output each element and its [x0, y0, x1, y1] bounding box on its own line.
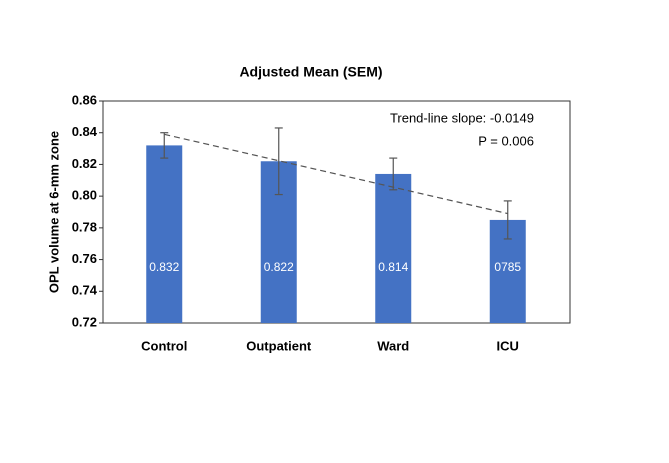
trend-line [164, 133, 508, 215]
plot-frame [102, 100, 571, 324]
value-label: 0785 [494, 260, 521, 274]
y-tick-label: 0.74 [72, 283, 98, 298]
y-tick-label: 0.84 [72, 124, 98, 139]
bar [375, 173, 412, 323]
y-tick-label: 0.82 [72, 156, 97, 171]
value-label: 0.814 [378, 260, 408, 274]
x-tick-label: ICU [497, 338, 519, 353]
y-tick-label: 0.76 [72, 251, 97, 266]
y-axis-label: OPL volume at 6-mm zone [46, 131, 61, 293]
y-tick-label: 0.78 [72, 219, 97, 234]
y-tick-label: 0.72 [72, 314, 97, 329]
y-tick-label: 0.80 [72, 188, 97, 203]
value-label: 0.832 [149, 260, 179, 274]
x-tick-label: Control [141, 338, 187, 353]
y-tick-label: 0.86 [72, 92, 97, 107]
value-label: 0.822 [264, 260, 294, 274]
x-tick-label: Ward [377, 338, 409, 353]
chart-title: Adjusted Mean (SEM) [239, 64, 382, 80]
bar [146, 145, 183, 323]
x-tick-label: Outpatient [246, 338, 312, 353]
annotation: Trend-line slope: -0.0149 [390, 110, 534, 125]
annotation: P = 0.006 [478, 133, 534, 148]
